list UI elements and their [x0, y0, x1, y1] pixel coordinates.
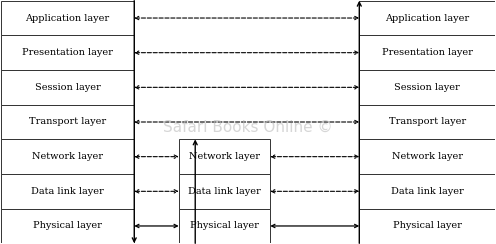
Bar [359, 35, 496, 70]
Bar [0, 105, 134, 139]
Text: Data link layer: Data link layer [391, 187, 464, 196]
Text: Transport layer: Transport layer [389, 118, 466, 126]
Text: Data link layer: Data link layer [31, 187, 104, 196]
Text: Physical layer: Physical layer [33, 222, 102, 231]
Bar [0, 1, 134, 35]
Text: Network layer: Network layer [189, 152, 260, 161]
Bar [359, 174, 496, 209]
Text: Safari Books Online ©: Safari Books Online © [163, 119, 333, 134]
Text: Session layer: Session layer [394, 83, 460, 92]
Bar [0, 174, 134, 209]
Bar [179, 174, 270, 209]
Text: Presentation layer: Presentation layer [382, 48, 473, 57]
Text: Presentation layer: Presentation layer [22, 48, 113, 57]
Text: Network layer: Network layer [32, 152, 103, 161]
Bar [0, 139, 134, 174]
Bar [359, 1, 496, 35]
Text: Physical layer: Physical layer [393, 222, 462, 231]
Text: Physical layer: Physical layer [190, 222, 259, 231]
Text: Network layer: Network layer [392, 152, 463, 161]
Text: Application layer: Application layer [385, 13, 469, 22]
Bar [359, 70, 496, 105]
Text: Data link layer: Data link layer [188, 187, 261, 196]
Bar [359, 139, 496, 174]
Bar [359, 105, 496, 139]
Text: Application layer: Application layer [25, 13, 110, 22]
Bar [359, 209, 496, 243]
Bar [0, 70, 134, 105]
Bar [0, 35, 134, 70]
Text: Transport layer: Transport layer [29, 118, 106, 126]
Bar [179, 209, 270, 243]
Text: Session layer: Session layer [35, 83, 100, 92]
Bar [179, 139, 270, 174]
Bar [0, 209, 134, 243]
